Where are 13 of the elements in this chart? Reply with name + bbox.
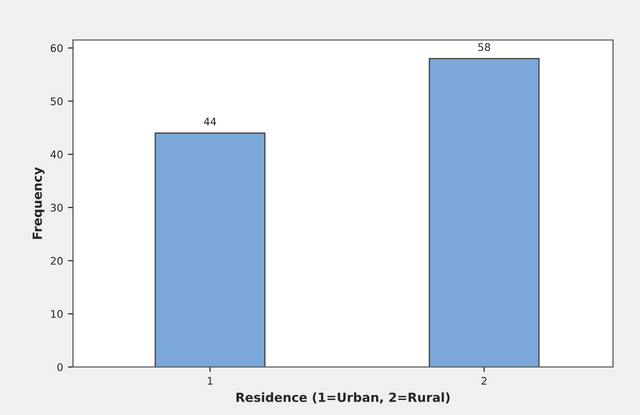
y-tick-label: 0: [57, 363, 63, 372]
x-tick-label: 1: [208, 377, 212, 385]
y-tick-label: 40: [50, 150, 63, 158]
y-axis-title: Frequency: [32, 167, 44, 239]
y-tick-label: 10: [51, 310, 63, 318]
x-axis-title: Residence (1=Urban, 2=Rural): [236, 392, 450, 404]
x-tick-label: 2: [482, 376, 486, 385]
data-label: 44: [204, 118, 216, 126]
y-tick-label: 50: [50, 97, 63, 106]
data-label: 58: [478, 43, 490, 52]
y-tick-label: 30: [50, 204, 63, 212]
y-tick-label: 60: [50, 44, 63, 52]
y-tick-label: 20: [50, 256, 63, 265]
